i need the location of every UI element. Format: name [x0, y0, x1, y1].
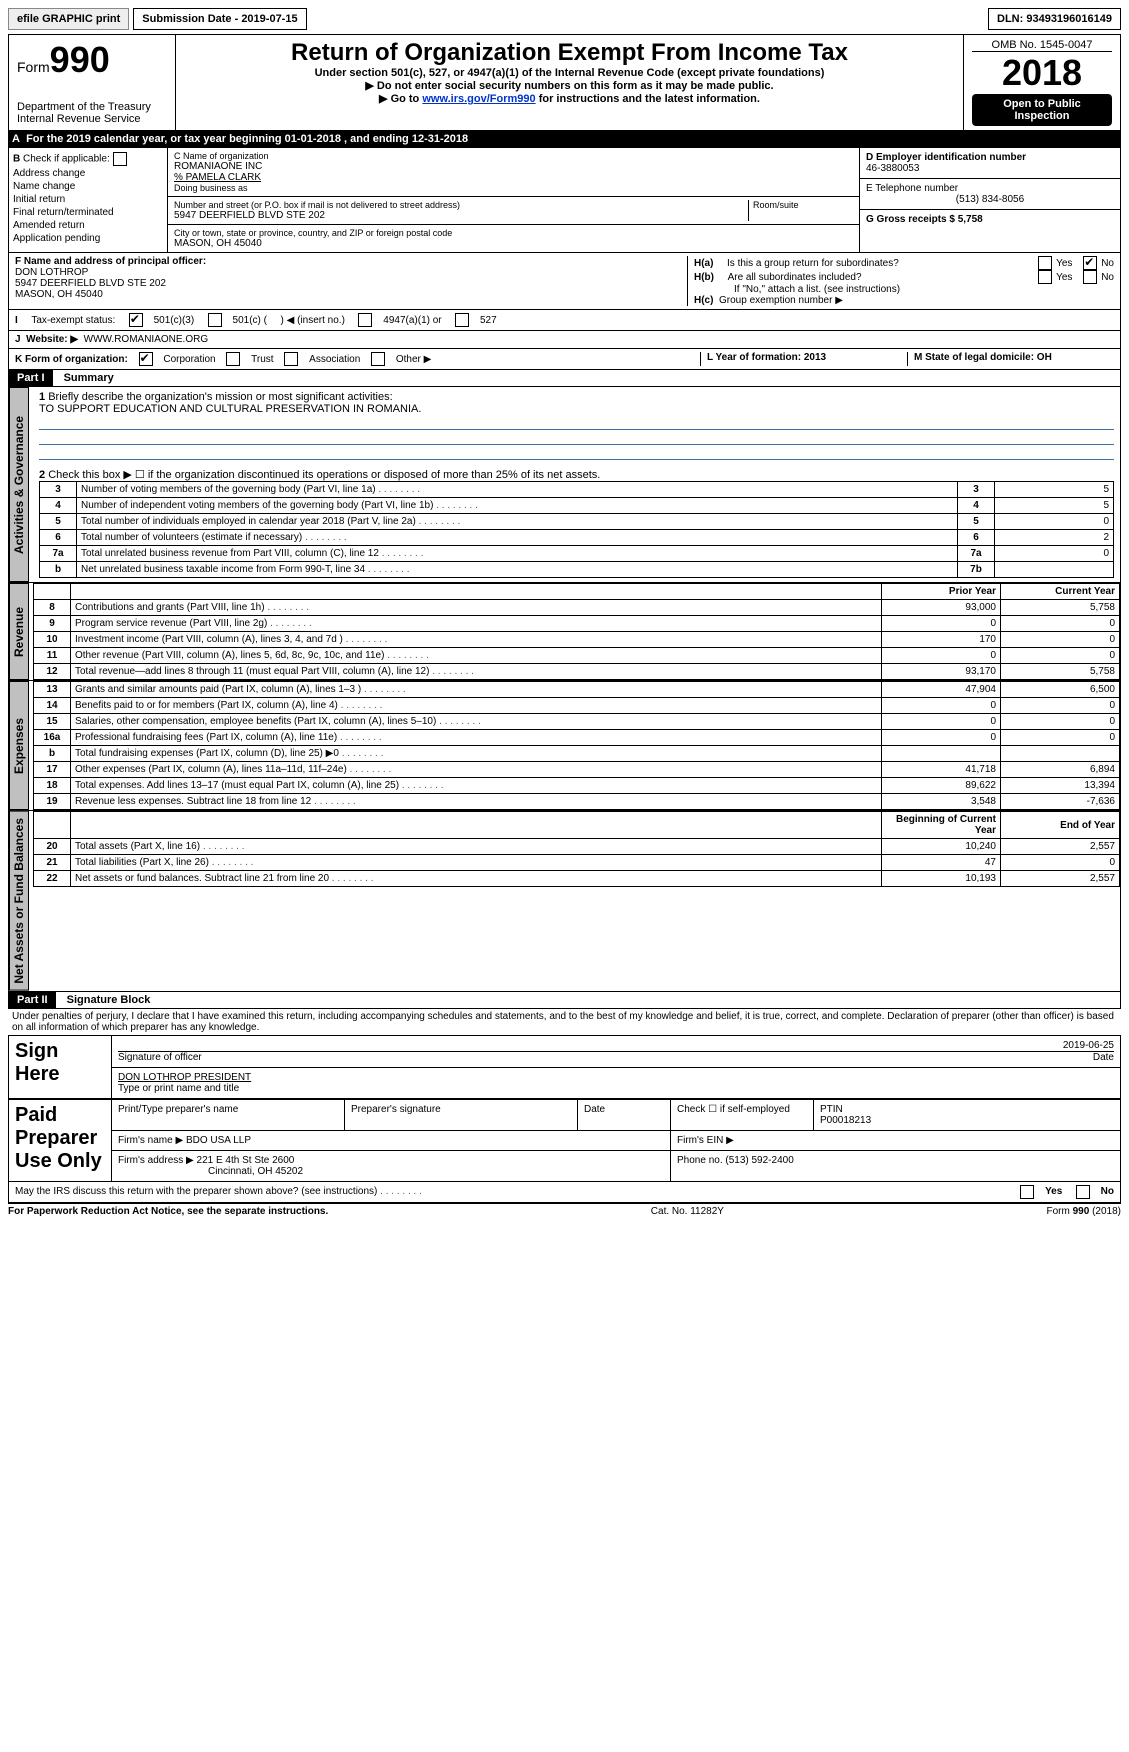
revenue-table: Prior YearCurrent Year 8Contributions an…	[33, 583, 1120, 680]
firm-ein: Firm's EIN ▶	[671, 1130, 1121, 1150]
box-f-label: F Name and address of principal officer:	[15, 256, 687, 267]
room-suite-label: Room/suite	[753, 200, 853, 210]
check-self-employed[interactable]: Check ☐ if self-employed	[671, 1099, 814, 1130]
firm-addr2: Cincinnati, OH 45202	[118, 1166, 303, 1177]
mission-text: TO SUPPORT EDUCATION AND CULTURAL PRESER…	[39, 403, 1114, 415]
ssn-note: Do not enter social security numbers on …	[184, 79, 955, 92]
row-f-h: F Name and address of principal officer:…	[8, 253, 1121, 310]
box-c: C Name of organization ROMANIAONE INC % …	[168, 148, 859, 252]
ein-value: 46-3880053	[866, 163, 1114, 174]
sign-here-table: Sign Here 2019-06-25 Signature of office…	[8, 1035, 1121, 1099]
dept-treasury: Department of the Treasury	[17, 101, 167, 113]
row-klm: K Form of organization: Corporation Trus…	[8, 349, 1121, 370]
discuss-row: May the IRS discuss this return with the…	[8, 1182, 1121, 1203]
row-j: J Website: ▶ WWW.ROMANIAONE.ORG	[8, 331, 1121, 349]
officer-name-title: DON LOTHROP PRESIDENT	[118, 1072, 1114, 1083]
firm-phone: Phone no. (513) 592-2400	[671, 1150, 1121, 1181]
pra-notice: For Paperwork Reduction Act Notice, see …	[8, 1206, 328, 1217]
form-title: Return of Organization Exempt From Incom…	[184, 39, 955, 67]
form-ref: Form 990 (2018)	[1047, 1206, 1121, 1217]
expenses-section: Expenses 13Grants and similar amounts pa…	[8, 681, 1121, 811]
perjury-statement: Under penalties of perjury, I declare th…	[8, 1009, 1121, 1035]
officer-addr1: 5947 DEERFIELD BLVD STE 202	[15, 278, 687, 289]
net-assets-table: Beginning of Current YearEnd of Year 20T…	[33, 811, 1120, 887]
tax-year: 2018	[972, 52, 1112, 94]
city-state-zip: MASON, OH 45040	[174, 238, 853, 249]
care-of: % PAMELA CLARK	[174, 172, 853, 183]
form-number: Form990	[17, 39, 167, 81]
sign-here-label: Sign Here	[15, 1040, 105, 1086]
omb-number: OMB No. 1545-0047	[972, 39, 1112, 51]
part1-header: Part I Summary	[8, 370, 1121, 387]
box-b: B Check if applicable: Address change Na…	[9, 148, 168, 252]
identity-grid: B Check if applicable: Address change Na…	[8, 147, 1121, 253]
hc-label: Group exemption number ▶	[719, 295, 843, 306]
phone-value: (513) 834-8056	[866, 194, 1114, 205]
cb-amended-return[interactable]: Amended return	[13, 220, 163, 231]
ha-no-checkbox[interactable]	[1083, 256, 1097, 270]
ein-label: D Employer identification number	[866, 152, 1114, 163]
revenue-section: Revenue Prior YearCurrent Year 8Contribu…	[8, 583, 1121, 681]
line2-text: Check this box ▶ ☐ if the organization d…	[48, 469, 600, 481]
sig-date: 2019-06-25	[118, 1040, 1114, 1051]
vtab-expenses: Expenses	[9, 681, 29, 810]
phone-label: E Telephone number	[866, 183, 1114, 194]
hb-note: If "No," attach a list. (see instruction…	[694, 284, 1114, 295]
cb-name-change[interactable]: Name change	[13, 181, 163, 192]
vtab-revenue: Revenue	[9, 583, 29, 680]
submission-date: Submission Date - 2019-07-15	[133, 8, 306, 30]
street-address: 5947 DEERFIELD BLVD STE 202	[174, 210, 748, 221]
cb-initial-return[interactable]: Initial return	[13, 194, 163, 205]
gross-receipts: G Gross receipts $ 5,758	[866, 214, 1114, 225]
dln: DLN: 93493196016149	[988, 8, 1121, 30]
vtab-activities: Activities & Governance	[9, 387, 29, 582]
form-subtitle: Under section 501(c), 527, or 4947(a)(1)…	[184, 67, 955, 79]
irs-link[interactable]: www.irs.gov/Form990	[422, 93, 535, 105]
discuss-yes[interactable]	[1020, 1185, 1034, 1199]
year-formation: L Year of formation: 2013	[700, 352, 907, 366]
cb-501c3[interactable]	[129, 313, 143, 327]
part2-header: Part II Signature Block	[8, 992, 1121, 1009]
firm-name: BDO USA LLP	[186, 1135, 251, 1146]
vtab-net-assets: Net Assets or Fund Balances	[9, 811, 29, 991]
org-name: ROMANIAONE INC	[174, 161, 853, 172]
open-to-public: Open to Public Inspection	[972, 94, 1112, 126]
form-header: Form990 Department of the Treasury Inter…	[8, 34, 1121, 131]
cb-application-pending[interactable]: Application pending	[13, 233, 163, 244]
footer: For Paperwork Reduction Act Notice, see …	[8, 1203, 1121, 1217]
paid-preparer-label: Paid Preparer Use Only	[15, 1104, 105, 1173]
activities-governance-section: Activities & Governance 1 Briefly descri…	[8, 387, 1121, 583]
irs-label: Internal Revenue Service	[17, 113, 167, 125]
expenses-table: 13Grants and similar amounts paid (Part …	[33, 681, 1120, 810]
ptin-value: P00018213	[820, 1115, 871, 1126]
firm-addr1: 221 E 4th St Ste 2600	[197, 1155, 295, 1166]
row-a-tax-year: A For the 2019 calendar year, or tax yea…	[8, 131, 1121, 147]
efile-print-button[interactable]: efile GRAPHIC print	[8, 8, 129, 30]
discuss-no[interactable]	[1076, 1185, 1090, 1199]
officer-name: DON LOTHROP	[15, 267, 687, 278]
cb-final-return[interactable]: Final return/terminated	[13, 207, 163, 218]
state-domicile: M State of legal domicile: OH	[907, 352, 1114, 366]
right-column: D Employer identification number 46-3880…	[859, 148, 1120, 252]
cb-address-change[interactable]: Address change	[13, 168, 163, 179]
goto-note: ▶ Go to www.irs.gov/Form990 for instruct…	[184, 92, 955, 105]
cb-corporation[interactable]	[139, 352, 153, 366]
cat-no: Cat. No. 11282Y	[651, 1206, 724, 1217]
top-bar: efile GRAPHIC print Submission Date - 20…	[8, 8, 1121, 30]
website-value: WWW.ROMANIAONE.ORG	[84, 334, 208, 345]
paid-preparer-table: Paid Preparer Use Only Print/Type prepar…	[8, 1099, 1121, 1182]
net-assets-section: Net Assets or Fund Balances Beginning of…	[8, 811, 1121, 992]
ag-table: 3Number of voting members of the governi…	[39, 481, 1114, 578]
officer-addr2: MASON, OH 45040	[15, 289, 687, 300]
row-i: I Tax-exempt status: 501(c)(3) 501(c) ( …	[8, 310, 1121, 331]
